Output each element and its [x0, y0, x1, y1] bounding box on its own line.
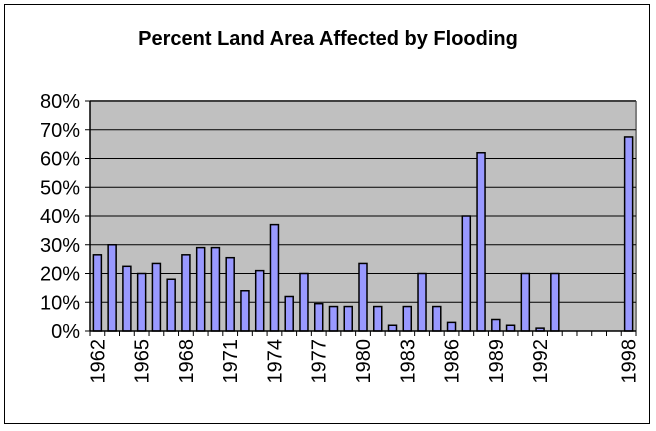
bar: [358, 262, 368, 332]
bar: [328, 305, 339, 332]
x-tick-label: 1974: [264, 339, 286, 384]
y-tick-label: 40%: [40, 206, 80, 228]
x-tick-label: 1971: [220, 339, 242, 384]
y-tick-label: 10%: [40, 292, 80, 314]
bar: [225, 256, 235, 332]
bar: [136, 272, 147, 332]
bar: [505, 324, 516, 332]
x-tick-label: 1983: [397, 339, 419, 384]
bar: [166, 278, 176, 332]
y-tick-label: 50%: [40, 177, 80, 199]
y-tick-label: 0%: [51, 321, 80, 343]
x-tick-label: 1977: [309, 339, 331, 384]
bar: [151, 262, 162, 332]
bar: [299, 272, 309, 332]
bar: [550, 272, 560, 332]
y-tick-label: 20%: [40, 264, 80, 286]
y-tick-label: 30%: [40, 235, 80, 257]
x-tick-label: 1968: [176, 339, 198, 384]
bar: [387, 324, 398, 332]
chart-title: Percent Land Area Affected by Flooding: [138, 28, 518, 50]
bar: [343, 305, 353, 332]
y-tick-label: 70%: [40, 120, 80, 142]
bar: [254, 269, 265, 332]
y-tick-label: 80%: [40, 91, 80, 113]
bar: [210, 246, 221, 332]
bar: [269, 223, 280, 332]
bar: [461, 215, 472, 332]
x-tick-label: 1998: [619, 339, 641, 384]
x-tick-label: 1962: [87, 339, 109, 384]
bar: [373, 305, 383, 332]
bar: [491, 318, 501, 332]
x-tick-label: 1980: [353, 339, 375, 384]
bar: [623, 136, 634, 332]
bar: [284, 295, 294, 332]
bar: [432, 305, 442, 332]
bar: [92, 254, 103, 332]
x-tick-label: 1992: [530, 339, 552, 384]
x-tick-label: 1986: [442, 339, 464, 384]
bar: [107, 244, 117, 332]
bar: [446, 321, 457, 332]
bar: [195, 246, 206, 332]
bar: [476, 152, 486, 332]
bar: [122, 265, 132, 332]
x-tick-label: 1989: [486, 339, 508, 384]
bar: [181, 254, 191, 332]
x-tick-label: 1965: [132, 339, 154, 384]
bar: [240, 290, 250, 332]
bar: [417, 272, 427, 332]
bar: [313, 302, 324, 332]
chart-frame: [4, 4, 650, 424]
bar: [520, 272, 531, 332]
bar: [402, 305, 413, 332]
y-tick-label: 60%: [40, 149, 80, 171]
